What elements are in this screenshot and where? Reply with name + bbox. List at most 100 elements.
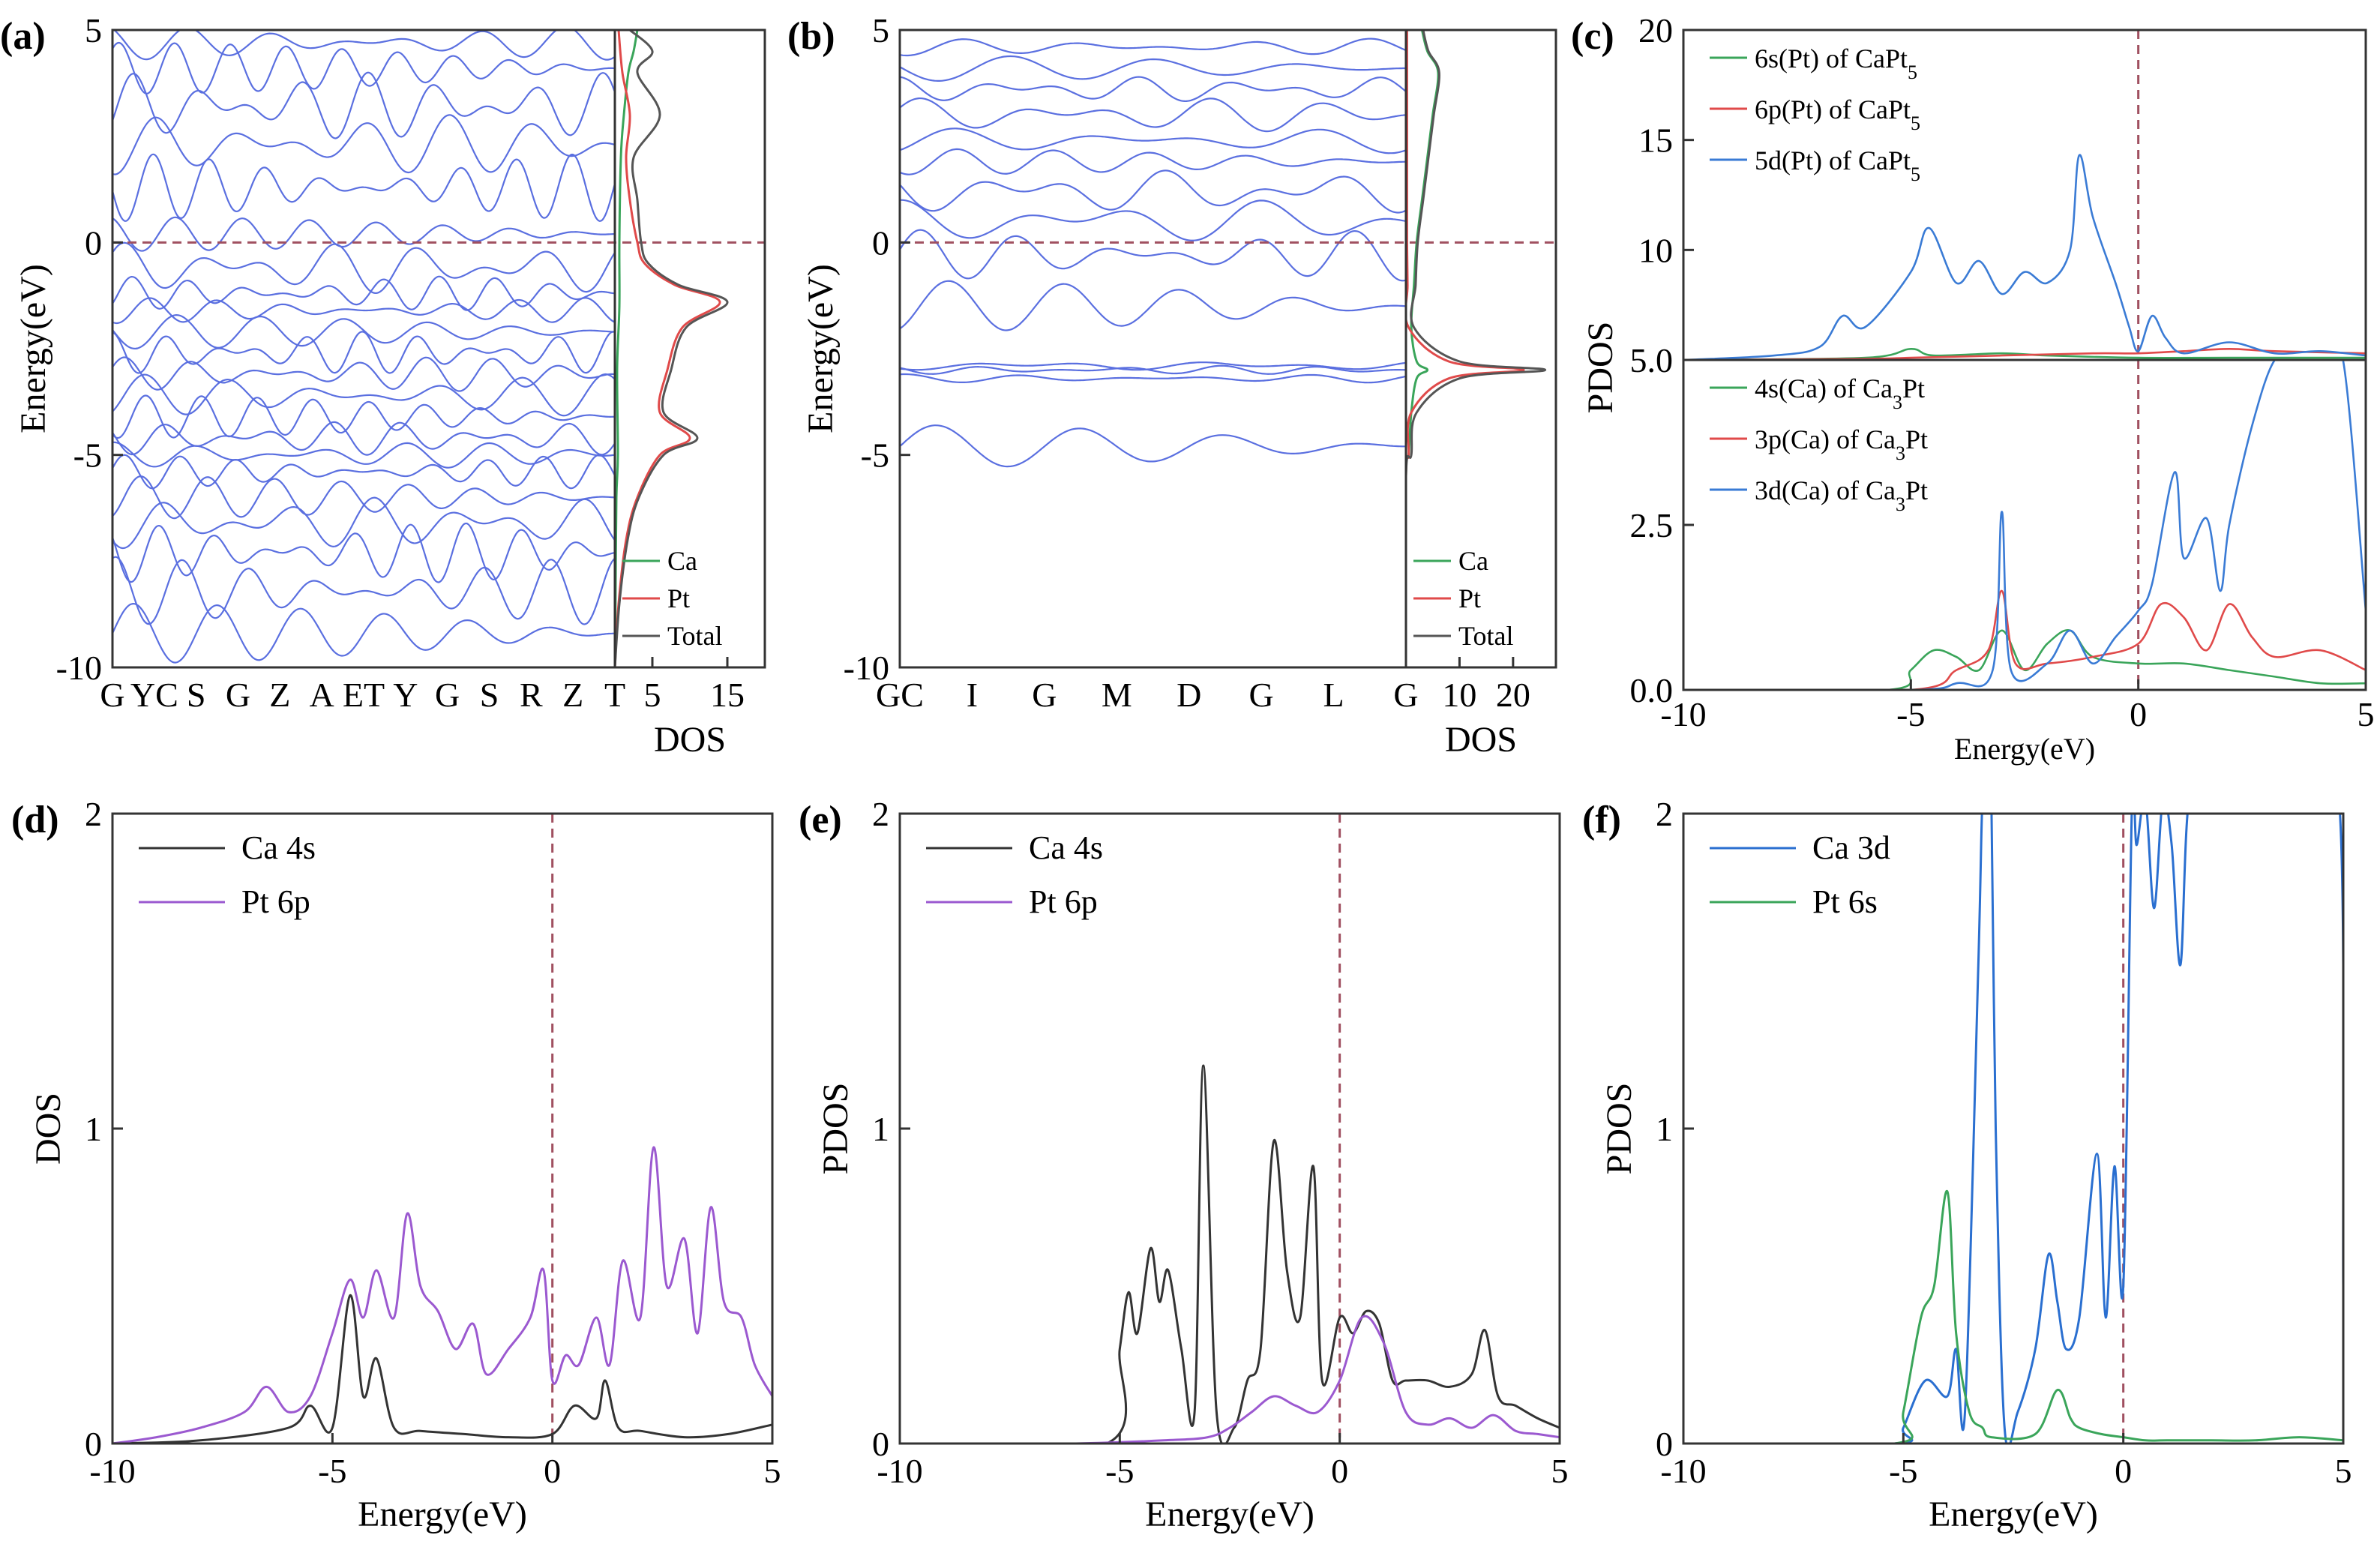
panel-c: 20 15 10 6s(Pt) of CaPt5 6p(Pt) of CaPt5 5d(P… (1571, 11, 2375, 766)
dos-tick-label: 10 (1442, 676, 1476, 714)
band-line (112, 314, 615, 350)
x-tick-label: 5 (764, 1452, 781, 1490)
band-line (112, 71, 615, 139)
band-line (112, 522, 615, 583)
band-line (900, 97, 1406, 133)
y-tick-label: -5 (73, 436, 102, 475)
kpoint-label: A (310, 676, 334, 714)
dos-line-total (1406, 30, 1547, 667)
band-line (900, 199, 1406, 241)
series-line-pt-6s (1683, 1190, 2343, 1444)
x-axis-label: Energy(eV) (1954, 732, 2095, 766)
panel-label: (b) (787, 15, 835, 58)
series-line-ca-4s (900, 1064, 1560, 1444)
panel-label: (c) (1571, 15, 1614, 58)
band-line (112, 216, 615, 252)
y-tick-label: -10 (844, 649, 889, 687)
legend-label: 4s(Ca) of Ca3Pt (1755, 373, 1925, 413)
x-tick-label: -5 (1105, 1452, 1134, 1490)
legend-label: 6s(Pt) of CaPt5 (1755, 43, 1917, 83)
x-tick-label: 0 (2115, 1452, 2132, 1490)
y-tick-label: -10 (56, 649, 102, 687)
kpoint-label: YC (130, 676, 178, 714)
kpoint-label: Z (562, 676, 583, 714)
legend-label: Total (1458, 621, 1513, 651)
series-line-pt-6p (112, 1146, 772, 1444)
x-tick-label: -5 (1889, 1452, 1917, 1490)
band-line (900, 37, 1406, 57)
y-tick-label: 2 (1656, 795, 1673, 833)
x-tick-label: -5 (1896, 695, 1925, 733)
plot-frame (1682, 812, 2345, 1445)
kpoint-label: G (1393, 676, 1418, 714)
x-tick-label: 0 (544, 1452, 561, 1490)
dos-tick-label: 20 (1496, 676, 1530, 714)
band-line (900, 361, 1406, 371)
legend-label: 5d(Pt) of CaPt5 (1755, 145, 1920, 185)
panel-label: (f) (1582, 799, 1621, 841)
kpoint-label: T (604, 676, 625, 714)
legend-label: Ca (667, 546, 697, 576)
panel-d: -10 -5 0 5 0 1 2 Energy(eV) DOS (d) Ca 4s Pt 6p (11, 795, 781, 1534)
kpoint-label: M (1102, 676, 1132, 714)
kpoint-label: S (187, 676, 206, 714)
panel-label: (e) (799, 799, 842, 841)
y-axis-label: PDOS (1599, 1083, 1639, 1175)
panel-e: -10 -5 0 5 0 1 2 Energy(eV) PDOS (e) Ca 4s Pt 6p (799, 795, 1569, 1534)
dos-line-total (615, 30, 729, 667)
plot-frame-top (1682, 28, 2367, 361)
band-line (112, 30, 615, 61)
y-axis-label: Energy(eV) (801, 264, 841, 433)
kpoint-label: G (1032, 676, 1057, 714)
band-line (900, 148, 1406, 175)
y-tick-label: 5.0 (1630, 341, 1674, 379)
kpoint-label: I (967, 676, 978, 714)
panel-f: -10 -5 0 5 0 1 2 Energy(eV) PDOS (f) Ca 3d Pt 6s (1582, 795, 2352, 1534)
y-axis-label: PDOS (816, 1083, 856, 1175)
dos-frame (613, 28, 766, 669)
kpoint-label: ET (343, 676, 385, 714)
band-line (900, 280, 1406, 331)
band-line (112, 394, 615, 439)
y-axis-label: PDOS (1581, 322, 1620, 414)
series-line (1683, 360, 2366, 690)
x-axis-label: Energy(eV) (358, 1495, 527, 1534)
plot-frame-bottom (1682, 358, 2367, 691)
x-tick-label: -10 (1660, 1452, 1706, 1490)
band-line (112, 297, 615, 325)
legend-label: 3p(Ca) of Ca3Pt (1755, 424, 1928, 464)
dos-line-pt (615, 30, 721, 667)
kpoint-label: Z (269, 676, 290, 714)
legend-label: Ca 4s (1029, 829, 1103, 866)
legend-label: Pt 6p (1029, 883, 1098, 920)
y-axis-label: Energy(eV) (13, 264, 53, 433)
x-tick-label: 0 (2130, 695, 2147, 733)
kpoint-label: G (435, 676, 460, 714)
y-tick-label: 0 (85, 1425, 102, 1463)
panel-a: 50-5-10G YC S G Z A ET Y G S R Z T 5 15DOSEnergy(eV)(a… (0, 11, 766, 760)
y-axis-label: DOS (28, 1093, 68, 1165)
series-line (1683, 347, 2366, 360)
y-tick-label: 0 (872, 223, 889, 262)
band-line (900, 229, 1406, 282)
y-tick-label: 10 (1638, 231, 1673, 269)
band-line (900, 76, 1406, 103)
x-axis-label: Energy(eV) (1145, 1495, 1314, 1534)
legend-label: Ca 4s (241, 829, 316, 866)
series-line (1683, 347, 2366, 360)
kpoint-label: G (226, 676, 250, 714)
y-tick-label: 2.5 (1630, 506, 1674, 544)
y-tick-label: 0 (85, 223, 102, 262)
kpoint-label: GC (876, 676, 924, 714)
band-line (112, 475, 615, 520)
legend-label: 6p(Pt) of CaPt5 (1755, 94, 1920, 134)
plot-frame (111, 812, 774, 1445)
band-frame (111, 28, 616, 669)
legend-label: 3d(Ca) of Ca3Pt (1755, 475, 1928, 515)
y-tick-label: 0 (872, 1425, 889, 1463)
y-tick-label: -5 (861, 436, 889, 475)
x-tick-label: 0 (1331, 1452, 1348, 1490)
series-line-ca-3d (1683, 814, 2343, 1444)
series-line-pt-6p (900, 1315, 1560, 1444)
band-line (112, 114, 615, 175)
